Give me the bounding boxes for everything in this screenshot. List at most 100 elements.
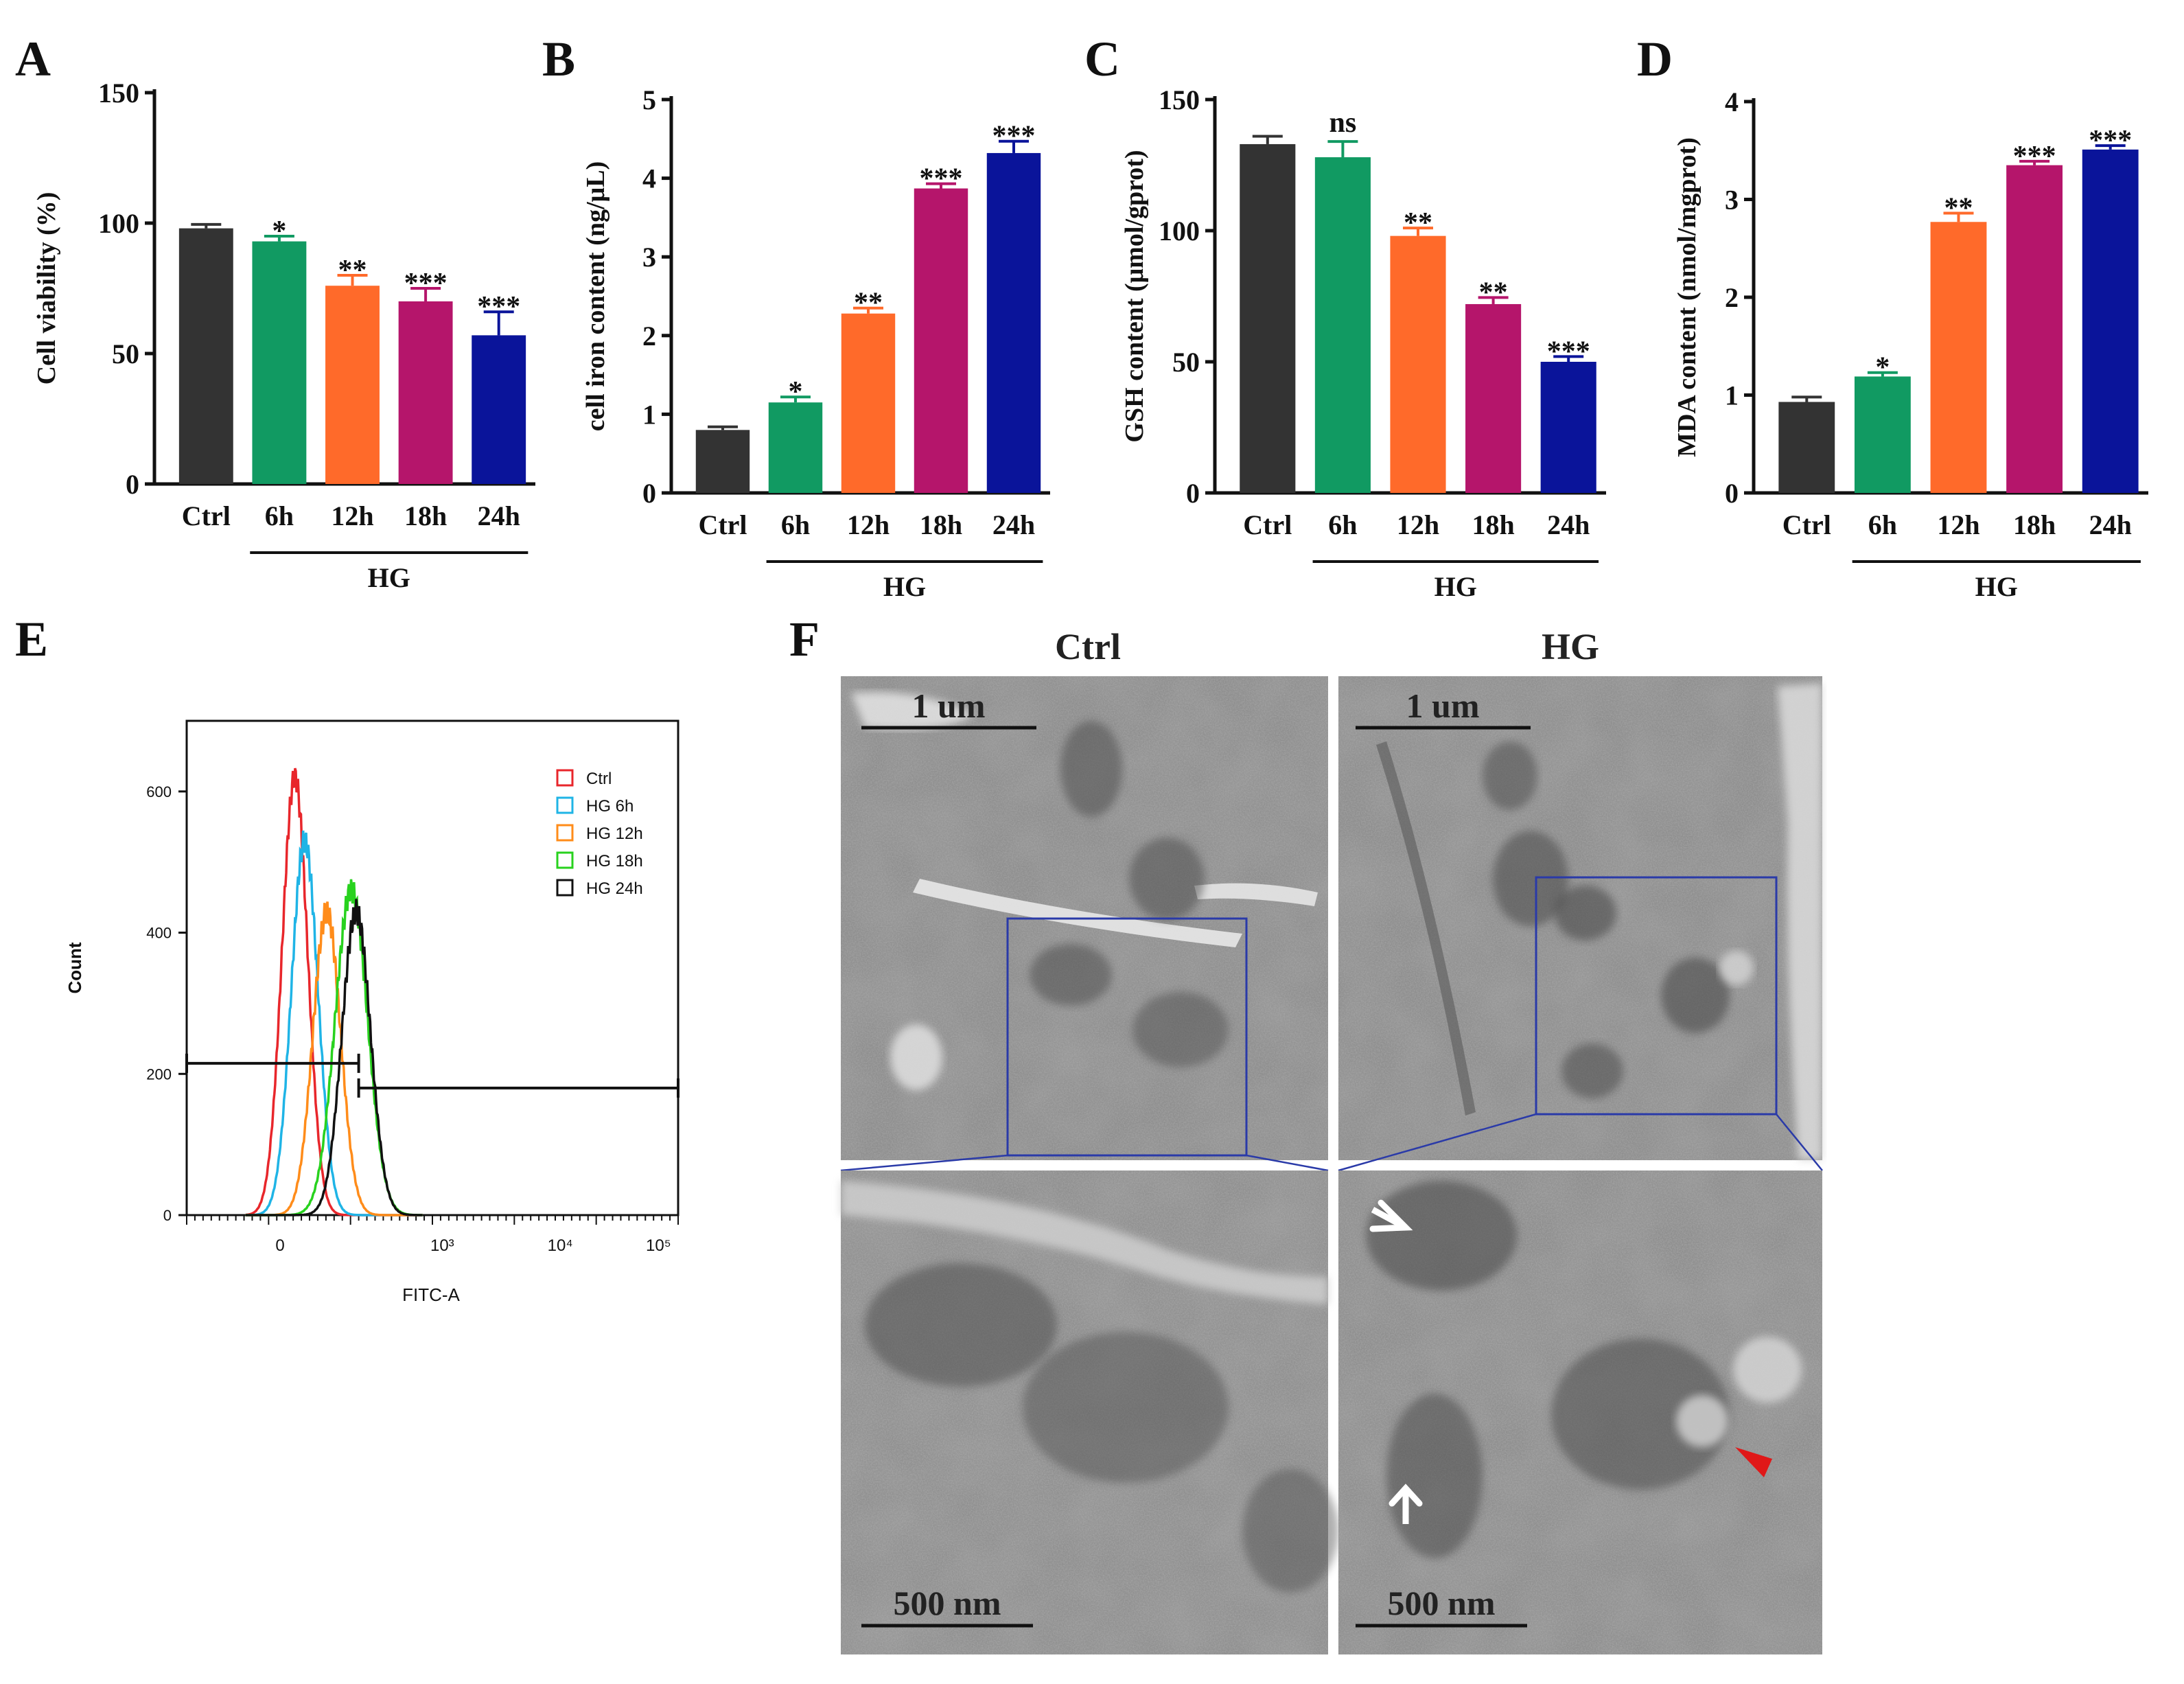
em-image-hg-overview: 1 um [1338,676,1822,1160]
x-tick-label: 18h [920,509,962,540]
bar [1930,222,1987,493]
significance-label: *** [920,163,963,195]
group-label: HG [1434,571,1477,602]
x-tick-label: 10⁵ [646,1236,671,1255]
bar-chart-cell-viability: 0 50 100 150 Cell viability (%) Ctrl 6h * 12h ** 1… [32,78,535,593]
legend-swatch [556,769,574,787]
significance-label: *** [992,121,1036,152]
em-title-ctrl: Ctrl [1055,626,1121,667]
y-tick-label: 0 [642,478,656,509]
significance-label: ** [1479,277,1508,308]
red-arrowhead-icon [1735,1447,1772,1477]
y-axis-label: Count [65,942,85,993]
y-axis-label: GSH content (μmol/gprot) [1120,150,1149,442]
significance-label: *** [404,268,448,299]
y-tick-label: 0 [1725,478,1739,509]
x-tick-label: 18h [404,500,447,531]
x-tick-label: 6h [781,509,810,540]
y-tick-label: 100 [1159,216,1200,246]
significance-label: ** [854,288,883,319]
group-label: HG [883,571,926,602]
bar [178,228,233,484]
y-tick-label: 0 [126,469,139,500]
legend-swatch [556,851,574,869]
histogram-series-line [245,768,423,1216]
x-tick-label: Ctrl [1243,509,1292,540]
y-tick-label: 4 [1725,86,1739,117]
plot-frame [185,719,679,1216]
zoom-box-hg [1535,876,1778,1116]
y-tick-label: 2 [1725,282,1739,313]
panel-letter-a: A [15,32,51,86]
x-tick-label: 12h [1397,509,1439,540]
bar [325,286,380,484]
group-label: HG [368,562,410,593]
y-tick-label: 1 [1725,380,1739,411]
scale-label-ctrl-top: 1 um [912,687,986,725]
x-tick-label: 24h [2089,509,2132,540]
legend-entry: HG 12h [586,824,643,843]
scale-label-hg-top: 1 um [1406,687,1480,725]
x-tick-label: 12h [1937,509,1979,540]
y-tick-label: 0 [1186,478,1200,509]
x-tick-label: 24h [478,500,520,531]
x-tick-label: 12h [331,500,373,531]
significance-label: ns [1329,107,1357,139]
bar-chart-gsh-content: 0 50 100 150 GSH content (μmol/gprot) Ctrl 6h n… [1120,84,1606,602]
y-axis-label: Cell viability (%) [32,192,61,385]
panel-letter-d: D [1637,32,1673,86]
x-tick-label: 12h [847,509,890,540]
em-title-hg: HG [1542,626,1599,667]
y-tick-label: 200 [146,1065,172,1083]
y-tick-label: 4 [642,163,656,194]
x-tick-label: 6h [1868,509,1897,540]
y-tick-label: 0 [163,1207,172,1224]
x-tick-label: 6h [1328,509,1357,540]
significance-label: *** [1547,336,1590,367]
histogram-series-line [245,879,423,1216]
x-tick-label: 0 [275,1236,284,1255]
bar [252,241,307,484]
bar-chart-iron-content: 0 1 2 3 4 5 cell iron content (ng/μL) Ctrl 6h * 12… [581,84,1050,602]
x-tick-label: 6h [265,500,294,531]
group-label: HG [1975,571,2018,602]
bar [1540,362,1596,493]
bar [914,188,968,493]
zoom-connector-hg-left [1338,1113,1537,1172]
significance-label: * [1875,352,1890,384]
bar-chart-mda-content: 0 1 2 3 4 MDA content (nmol/mgprot) Ctrl 6h * 12h… [1673,86,2148,602]
y-tick-label: 600 [146,783,172,800]
significance-label: *** [477,291,520,323]
y-axis-label: MDA content (nmol/mgprot) [1673,137,1701,457]
zoom-connector-ctrl-left [840,1154,1008,1172]
x-tick-label: 24h [992,509,1035,540]
scale-label-ctrl-bottom: 500 nm [894,1584,1001,1622]
bar [2082,149,2139,493]
zoom-box-ctrl [1006,917,1248,1157]
bar [472,335,526,484]
panel-letter-b: B [542,32,575,86]
y-tick-label: 100 [98,208,139,239]
significance-label: ** [1944,192,1973,224]
bar [1240,143,1296,493]
bar [1390,235,1446,493]
legend-entry: HG 6h [586,797,634,816]
significance-label: *** [2013,141,2056,172]
x-tick-label: Ctrl [698,509,747,540]
significance-label: * [789,376,803,408]
y-tick-label: 400 [146,925,172,942]
zoom-connector-ctrl-right [1246,1154,1329,1172]
scale-label-hg-bottom: 500 nm [1388,1584,1496,1622]
arrow-icon [1369,1199,1413,1232]
bar [2006,165,2063,493]
bar [398,301,453,484]
legend-entry: HG 24h [586,879,643,898]
significance-label: *** [2089,125,2132,157]
bar [1314,157,1371,494]
x-tick-label: Ctrl [1782,509,1831,540]
y-tick-label: 50 [112,338,139,369]
legend-swatch [556,796,574,814]
x-tick-label: 18h [2013,509,2056,540]
y-tick-label: 3 [1725,185,1739,216]
